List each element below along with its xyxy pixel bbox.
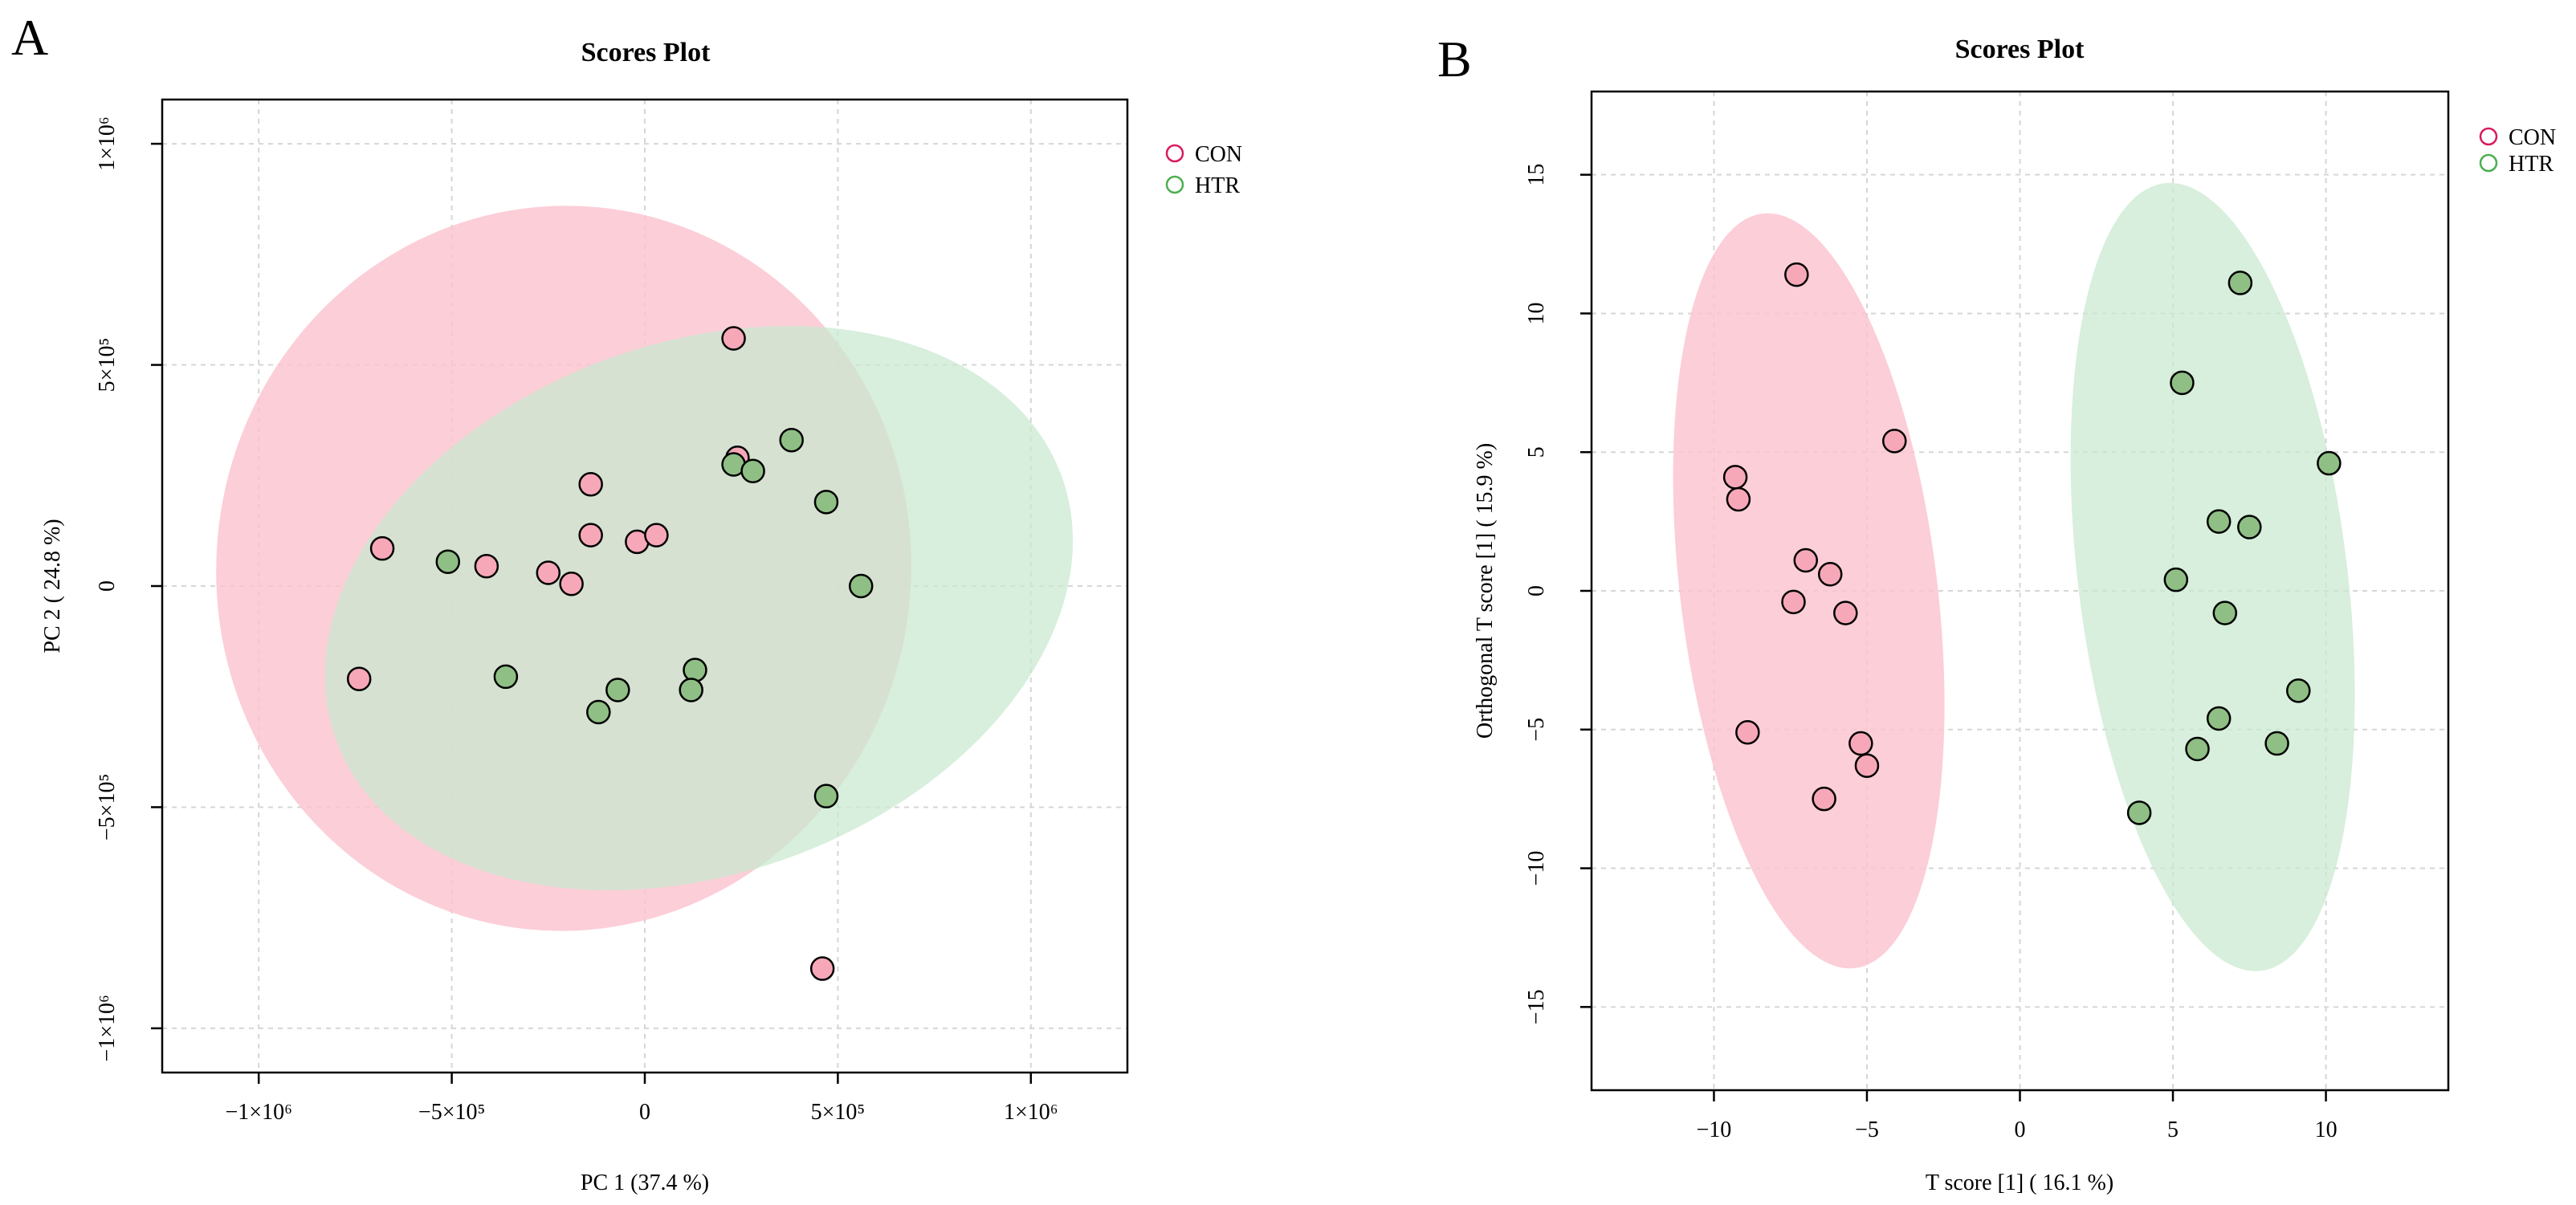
htr-data-point [2286, 678, 2311, 703]
legend-htr-marker [2479, 153, 2498, 173]
y-tick-label: 0 [1524, 585, 1549, 596]
panel-a-points [346, 326, 874, 981]
htr-data-point [2237, 515, 2262, 539]
panel-b-confidence-ellipses [1673, 182, 2355, 971]
htr-data-point [679, 678, 703, 702]
y-tick-label: 15 [1524, 164, 1549, 186]
y-tick-label: −10 [1524, 851, 1549, 886]
htr-data-point [2212, 600, 2238, 625]
con-data-point [1817, 562, 1843, 587]
htr-confidence-ellipse [2070, 182, 2355, 971]
panel-b-chart: B Scores Plot −10 −5 0 5 10 −15 −10 −5 0 5 10 15 T … [1437, 31, 2556, 1195]
htr-data-point [2185, 736, 2210, 762]
con-data-point [369, 535, 395, 561]
panel-b-plot-frame [1590, 90, 2450, 1092]
con-data-point [1848, 731, 1873, 756]
con-data-point [1784, 262, 1809, 287]
legend-con-marker [1165, 144, 1184, 163]
htr-data-point [683, 657, 707, 682]
y-tick-label: 0 [95, 580, 120, 592]
panel-a-confidence-ellipses [216, 206, 1074, 931]
con-data-point [1882, 429, 1907, 454]
y-tick-label: −5 [1524, 718, 1549, 742]
legend-htr-marker [1165, 175, 1184, 194]
panel-b-x-axis-label: T score [1] ( 16.1 %) [1926, 1170, 2113, 1195]
x-tick-label: 5 [2167, 1117, 2179, 1142]
panel-a-x-axis-label: PC 1 (37.4 %) [581, 1170, 709, 1195]
panel-b-points [1722, 262, 2342, 825]
panel-a-plot-frame [161, 98, 1129, 1074]
con-data-point [1812, 786, 1836, 812]
legend-con-label: CON [2509, 125, 2556, 150]
htr-data-point [848, 573, 874, 599]
htr-confidence-ellipse [324, 326, 1074, 891]
panel-b-y-axis-label: Orthogonal T score [1] ( 15.9 %) [1473, 443, 1498, 739]
htr-data-point [2126, 800, 2152, 825]
panel-a-letter: A [11, 9, 48, 66]
htr-data-point [493, 664, 519, 690]
legend-con-label: CON [1195, 142, 1242, 167]
con-data-point [1833, 600, 1858, 625]
con-confidence-ellipse [1673, 213, 1945, 969]
htr-data-point [2170, 370, 2195, 396]
y-tick-label: −5×10⁵ [95, 774, 120, 841]
y-tick-label: 5×10⁵ [95, 338, 120, 393]
legend-htr-label: HTR [2509, 152, 2554, 177]
con-data-point [1854, 753, 1880, 778]
htr-data-point [605, 678, 630, 702]
con-data-point [1722, 465, 1748, 490]
htr-data-point [2264, 731, 2289, 756]
panel-a-chart: A Scores Plot −1×10⁶ −5×10⁵ 0 5×10⁵ 1×10⁶−1×… [11, 9, 1242, 1195]
htr-data-point [813, 490, 839, 515]
htr-data-point [813, 784, 839, 808]
panel-b-title: Scores Plot [1955, 35, 2085, 64]
con-data-point [474, 553, 499, 579]
con-data-point [721, 326, 746, 351]
htr-data-point [2317, 450, 2342, 476]
con-data-point [1726, 486, 1751, 512]
con-data-point [644, 523, 669, 548]
con-data-point [346, 666, 372, 691]
con-data-point [809, 956, 835, 981]
con-data-point [1793, 548, 1818, 573]
y-tick-label: 5 [1524, 446, 1549, 458]
panel-b-letter: B [1437, 31, 1472, 88]
htr-data-point [2163, 567, 2189, 592]
y-tick-label: −1×10⁶ [95, 995, 120, 1061]
y-tick-label: 10 [1524, 302, 1549, 324]
htr-data-point [740, 458, 765, 484]
panel-b-ticks: −10 −5 0 5 10 −15 −10 −5 0 5 10 15 [1524, 164, 2338, 1142]
htr-data-point [2206, 509, 2232, 534]
panel-a-legend: CON HTR [1165, 142, 1242, 198]
panel-a-y-axis-label: PC 2 ( 24.8 %) [40, 519, 65, 653]
htr-data-point [2228, 271, 2253, 295]
x-tick-label: 5×10⁵ [811, 1100, 866, 1125]
x-tick-label: −1×10⁶ [226, 1100, 292, 1125]
con-data-point [1735, 719, 1760, 745]
con-data-point [1781, 589, 1806, 615]
htr-data-point [2206, 706, 2232, 731]
legend-con-marker [2479, 127, 2498, 146]
htr-data-point [586, 699, 611, 725]
con-data-point [578, 523, 603, 548]
x-tick-label: −10 [1697, 1117, 1732, 1142]
panel-a-title: Scores Plot [581, 38, 711, 67]
x-tick-label: 10 [2315, 1117, 2338, 1142]
htr-data-point [435, 549, 461, 574]
y-tick-label: 1×10⁶ [95, 116, 120, 171]
x-tick-label: −5 [1855, 1117, 1879, 1142]
x-tick-label: 1×10⁶ [1004, 1100, 1058, 1125]
legend-htr-label: HTR [1195, 173, 1240, 198]
con-data-point [559, 571, 584, 596]
panel-a-ticks: −1×10⁶ −5×10⁵ 0 5×10⁵ 1×10⁶ −1×10⁶ −5×10⁵ 0 5×10… [95, 116, 1058, 1125]
panel-b-legend: CON HTR [2479, 125, 2556, 177]
htr-data-point [779, 427, 804, 453]
con-data-point [536, 560, 561, 585]
x-tick-label: 0 [639, 1100, 650, 1125]
x-tick-label: −5×10⁵ [418, 1100, 485, 1125]
y-tick-label: −15 [1524, 989, 1549, 1024]
con-data-point [578, 472, 603, 497]
x-tick-label: 0 [2015, 1117, 2026, 1142]
